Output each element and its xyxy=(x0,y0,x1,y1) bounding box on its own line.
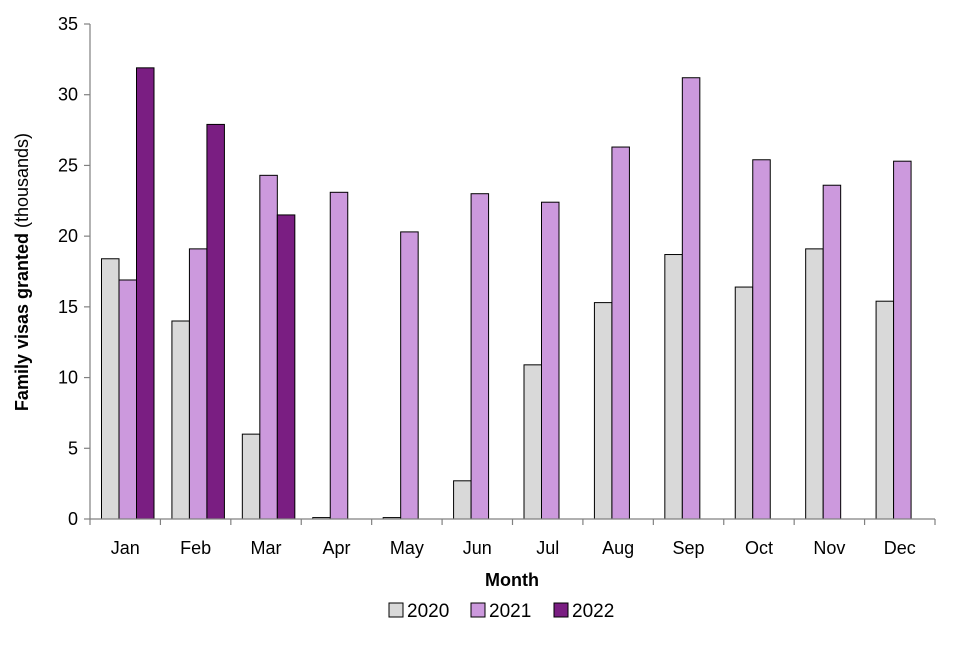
x-tick-label-aug: Aug xyxy=(602,538,634,558)
legend-label-2020: 2020 xyxy=(407,601,449,622)
x-tick-label-jul: Jul xyxy=(536,538,559,558)
x-tick-label-jun: Jun xyxy=(463,538,492,558)
bar-2021-dec xyxy=(893,160,912,520)
y-tick-label: 30 xyxy=(58,85,78,105)
bar-2020-feb xyxy=(171,320,190,520)
y-tick-label: 0 xyxy=(68,509,78,529)
x-tick-label-may: May xyxy=(390,538,424,558)
bar-2020-jan xyxy=(101,258,120,520)
legend-item-2020: 2020 xyxy=(388,601,449,622)
x-tick-label-apr: Apr xyxy=(322,538,350,558)
bar-2022-mar xyxy=(276,214,296,520)
legend-swatch-2021 xyxy=(470,602,486,618)
y-axis-title-unit: (thousands) xyxy=(12,133,32,233)
legend: 2020 2021 2022 xyxy=(388,601,614,622)
y-axis-title-bold: Family visas granted xyxy=(12,233,32,411)
x-tick-label-jan: Jan xyxy=(111,538,140,558)
y-axis-title: Family visas granted (thousands) xyxy=(12,133,32,411)
x-tick-label-mar: Mar xyxy=(251,538,282,558)
bar-2021-jul xyxy=(541,201,560,520)
legend-item-2021: 2021 xyxy=(470,601,531,622)
legend-label-2022: 2022 xyxy=(572,601,614,622)
y-tick-label: 35 xyxy=(58,14,78,34)
y-tick-label: 15 xyxy=(58,297,78,317)
bar-2020-nov xyxy=(805,248,824,520)
bar-2020-jul xyxy=(523,364,542,520)
bar-2021-jan xyxy=(118,279,137,520)
bar-2022-jan xyxy=(136,67,155,520)
bar-2020-oct xyxy=(734,286,754,520)
legend-swatch-2020 xyxy=(388,602,404,618)
x-tick-label-oct: Oct xyxy=(745,538,773,558)
bar-2020-jun xyxy=(453,480,472,520)
bar-2021-aug xyxy=(611,146,630,520)
bar-2021-mar xyxy=(259,174,278,520)
y-tick-label: 10 xyxy=(58,368,78,388)
bar-2021-may xyxy=(400,231,419,520)
x-tick-label-feb: Feb xyxy=(180,538,211,558)
bar-2021-feb xyxy=(188,248,208,520)
x-axis-title: Month xyxy=(485,570,539,590)
bar-2020-dec xyxy=(875,300,895,520)
bar-2020-aug xyxy=(593,302,613,520)
y-tick-label: 25 xyxy=(58,155,78,175)
labels-layer: 0 5 10 15 20 25 30 35 Jan Feb Mar Apr May Jun Jul Aug Se… xyxy=(58,14,916,558)
bar-2022-feb xyxy=(206,123,225,520)
x-tick-label-sep: Sep xyxy=(673,538,705,558)
bar-2021-jun xyxy=(470,193,490,520)
bar-2021-sep xyxy=(681,77,701,520)
legend-item-2022: 2022 xyxy=(553,601,614,622)
y-tick-label: 20 xyxy=(58,226,78,246)
legend-label-2021: 2021 xyxy=(489,601,531,622)
bars-layer xyxy=(101,67,912,520)
axes-layer xyxy=(84,23,936,525)
bar-2020-mar xyxy=(241,433,261,520)
bar-2021-oct xyxy=(752,159,771,520)
bar-2021-nov xyxy=(822,184,842,520)
y-tick-label: 5 xyxy=(68,438,78,458)
bar-2020-sep xyxy=(664,254,683,520)
x-tick-label-dec: Dec xyxy=(884,538,916,558)
bar-2021-apr xyxy=(329,191,349,520)
x-tick-label-nov: Nov xyxy=(813,538,845,558)
legend-swatch-2022 xyxy=(553,602,569,618)
